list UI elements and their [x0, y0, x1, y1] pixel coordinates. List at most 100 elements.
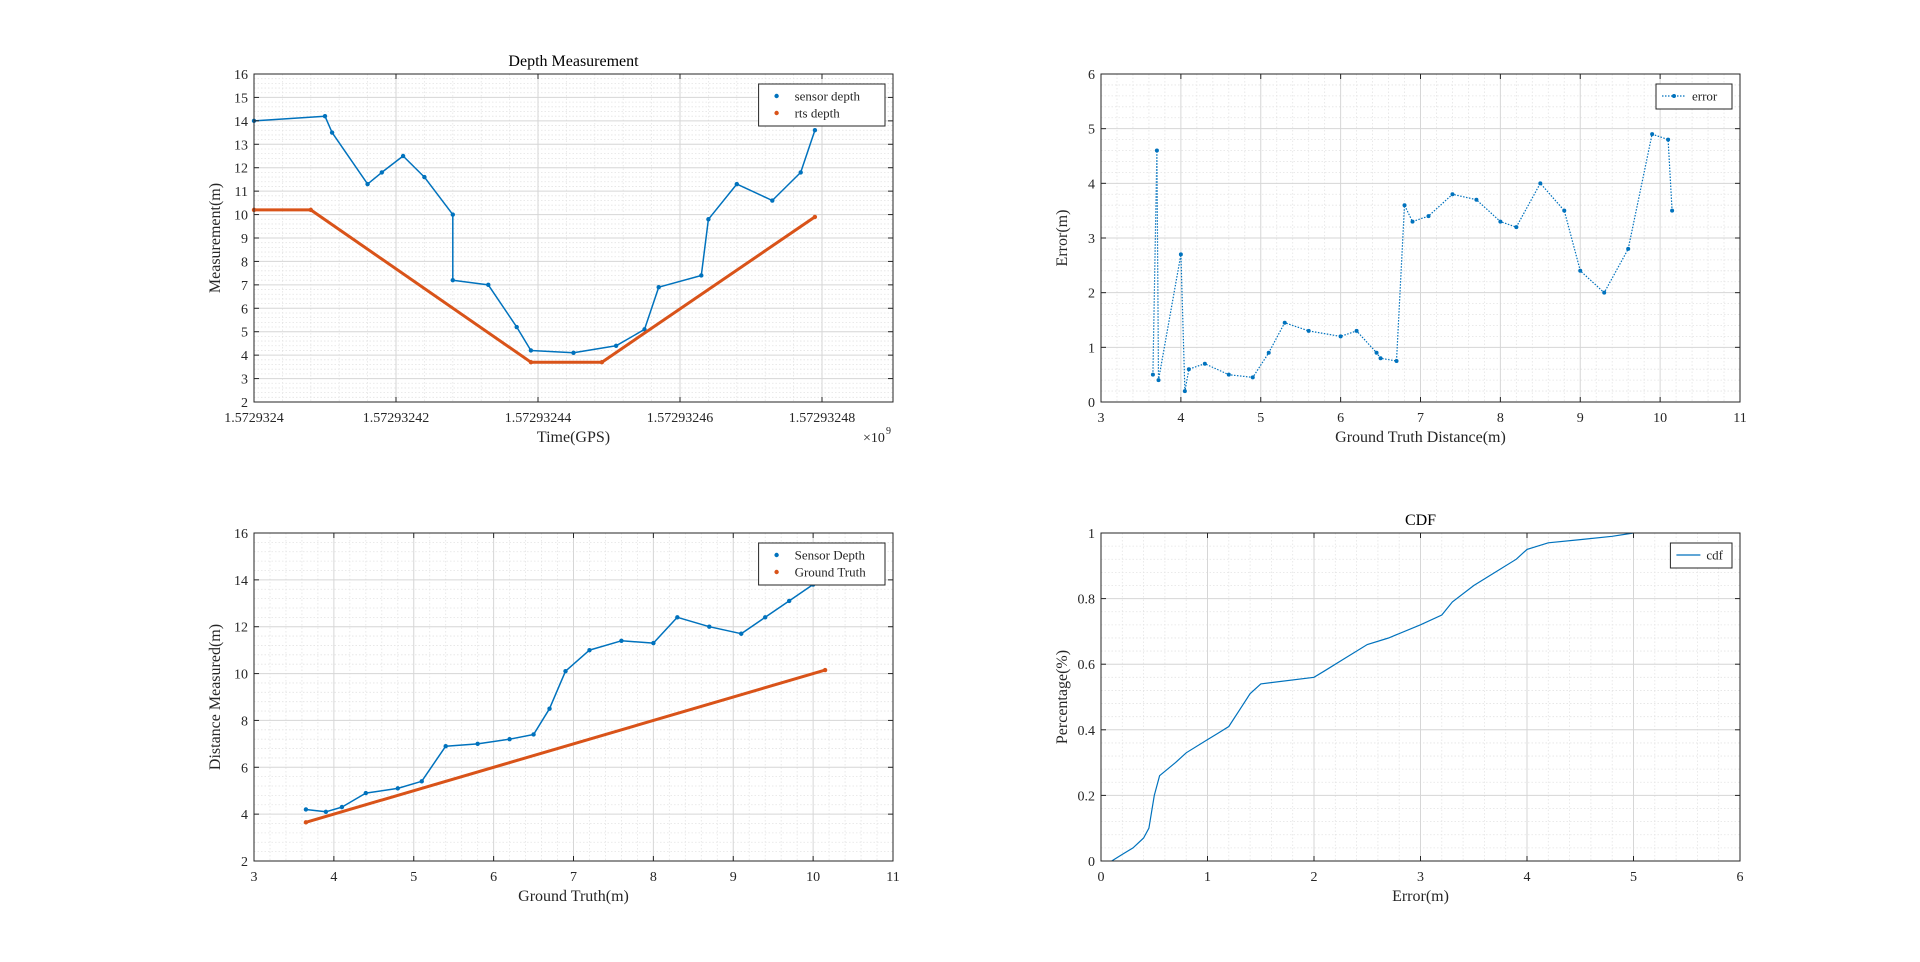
chart3-legend-box: [758, 542, 886, 586]
chart3-x-tick-label: 5: [410, 870, 417, 885]
chart4-series-1: [1111, 532, 1634, 862]
chart1-y-tick-label: 11: [235, 185, 248, 200]
chart4-title: CDF: [1405, 512, 1436, 529]
chart3-y-tick-label: 6: [241, 761, 248, 776]
chart1-y-tick-label: 10: [234, 209, 248, 224]
chart3-legend-label: Sensor Depth: [795, 548, 866, 563]
chart2-data-point: [1450, 192, 1455, 197]
chart2-data-point: [1538, 181, 1543, 186]
chart3-data-point: [339, 804, 345, 810]
chart2-data-point: [1186, 367, 1191, 372]
chart4-y-tick-label: 0.6: [1078, 658, 1096, 673]
chart2-x-tick-label: 10: [1653, 411, 1667, 426]
chart2-data-point: [1156, 378, 1161, 383]
chart3-x-tick-label: 4: [330, 870, 337, 885]
chart2-data-point: [1666, 137, 1671, 142]
chart4-y-tick-label: 0.8: [1078, 593, 1096, 608]
chart3-ticks: 3 4 5 6 7 8 9 10 11 2 4 6 8 10 12 14 16: [234, 527, 900, 885]
chart3-legend-swatch: [774, 569, 779, 575]
chart1-x-tick-label: 1.57293244: [505, 411, 572, 426]
chart2-legend-label: error: [1692, 89, 1718, 104]
chart2-data-point: [1402, 203, 1407, 208]
chart1-data-point: [770, 198, 775, 203]
chart3-x-tick-label: 3: [251, 870, 258, 885]
chart2-series-line: [1152, 133, 1673, 392]
chart1-data-point: [308, 207, 313, 213]
chart3-series-track: [305, 579, 826, 813]
chart2-data-point: [1338, 334, 1343, 339]
chart1-x-exponent: ×10: [863, 431, 885, 446]
chart1-data-point: [422, 174, 427, 180]
chart3-x-tick-label: 10: [806, 870, 820, 885]
chart4-legend-label: cdf: [1706, 548, 1723, 563]
chart2-data-point: [1306, 328, 1311, 333]
chart3-y-tick-label: 12: [234, 621, 248, 636]
chart3-data-point: [303, 820, 309, 825]
chart3-y-tick-label: 14: [234, 574, 248, 589]
chart3-data-point: [395, 786, 400, 791]
chart4-y-tick-label: 0: [1088, 855, 1095, 870]
chart1-series-track: [253, 115, 816, 354]
chart2-data-point: [1154, 148, 1159, 153]
chart3-data-point: [651, 640, 656, 646]
chart4-x-tick-label: 1: [1204, 870, 1211, 885]
chart3-x-tick-label: 9: [730, 870, 737, 885]
chart1-data-point: [699, 273, 704, 278]
chart2-series-1: [1150, 132, 1675, 394]
chart1-y-tick-label: 8: [241, 255, 248, 270]
chart2-data-point: [1374, 350, 1379, 355]
chart1-y-tick-label: 15: [234, 91, 248, 106]
chart2-x-tick-label: 7: [1417, 411, 1424, 426]
chart3-data-point: [475, 741, 480, 747]
chart4-y-tick-label: 1: [1088, 527, 1095, 542]
chart1-y-tick-label: 5: [241, 326, 248, 341]
chart3-data-point: [507, 736, 512, 742]
chart4-x-tick-label: 6: [1737, 870, 1744, 885]
chart3-data-point: [587, 647, 592, 653]
chart1-data-point: [379, 170, 384, 175]
chart4-legend: cdf: [1669, 542, 1733, 569]
chart3-y-tick-label: 2: [241, 855, 248, 870]
chart1-y-tick-label: 4: [241, 349, 248, 364]
chart3-data-point: [563, 669, 568, 674]
chart2-data-point: [1226, 372, 1231, 377]
chart2-data-point: [1562, 208, 1567, 213]
chart1-y-tick-label: 14: [234, 115, 248, 130]
chart1-y-tick-label: 13: [234, 138, 248, 153]
chart3-data-point: [531, 732, 536, 737]
chart1-title: Depth Measurement: [508, 53, 639, 70]
chart1-legend-label: rts depth: [795, 106, 841, 121]
chart3-legend-swatch: [774, 552, 779, 558]
chart1-x-label: Time(GPS): [537, 429, 610, 446]
chart1-y-tick-label: 16: [234, 68, 248, 83]
chart1-y-label: Measurement(m): [207, 183, 224, 293]
chart1-x-exponent-power: 9: [886, 426, 891, 437]
chart2-data-point: [1514, 225, 1519, 230]
chart2-x-label: Ground Truth Distance(m): [1335, 429, 1506, 446]
chart3-y-tick-label: 10: [234, 668, 248, 683]
chart3-y-tick-label: 4: [241, 808, 248, 823]
chart4-x-tick-label: 4: [1524, 870, 1531, 885]
chart1-data-point: [322, 113, 328, 119]
chart3-data-point: [443, 744, 448, 749]
chart3-data-point: [822, 667, 828, 673]
chart1-data-point: [571, 350, 576, 355]
chart1-y-tick-label: 12: [234, 162, 248, 177]
chart2-data-point: [1354, 328, 1359, 333]
chart2-x-tick-label: 6: [1337, 411, 1344, 426]
chart2-ticks: 3 4 5 6 7 8 9 10 11 0 1 2 3 4 5 6: [1088, 68, 1747, 426]
chart3-y-tick-label: 16: [234, 527, 248, 542]
chart1-legend-swatch: [774, 93, 779, 99]
chart1-legend-box: [758, 83, 886, 127]
chart2-data-point: [1426, 214, 1431, 219]
chart1-x-tick-label: 1.5729324: [224, 411, 284, 426]
chart2-y-tick-label: 1: [1088, 341, 1095, 356]
chart1-data-point: [400, 153, 406, 159]
chart1-data-point: [599, 359, 605, 365]
chart4-plot: 0 1 2 3 4 5 6 0 0.2 0.4 0.6 0.8 1 CDF Error(m) Percenta…: [1054, 512, 1744, 905]
chart1-x-tick-label: 1.57293248: [789, 411, 856, 426]
chart1-data-point: [365, 181, 370, 187]
chart2-plot: 3 4 5 6 7 8 9 10 11 0 1 2 3 4 5 6 Ground Truth Distance(…: [1054, 68, 1747, 446]
chart1-data-point: [613, 343, 619, 348]
